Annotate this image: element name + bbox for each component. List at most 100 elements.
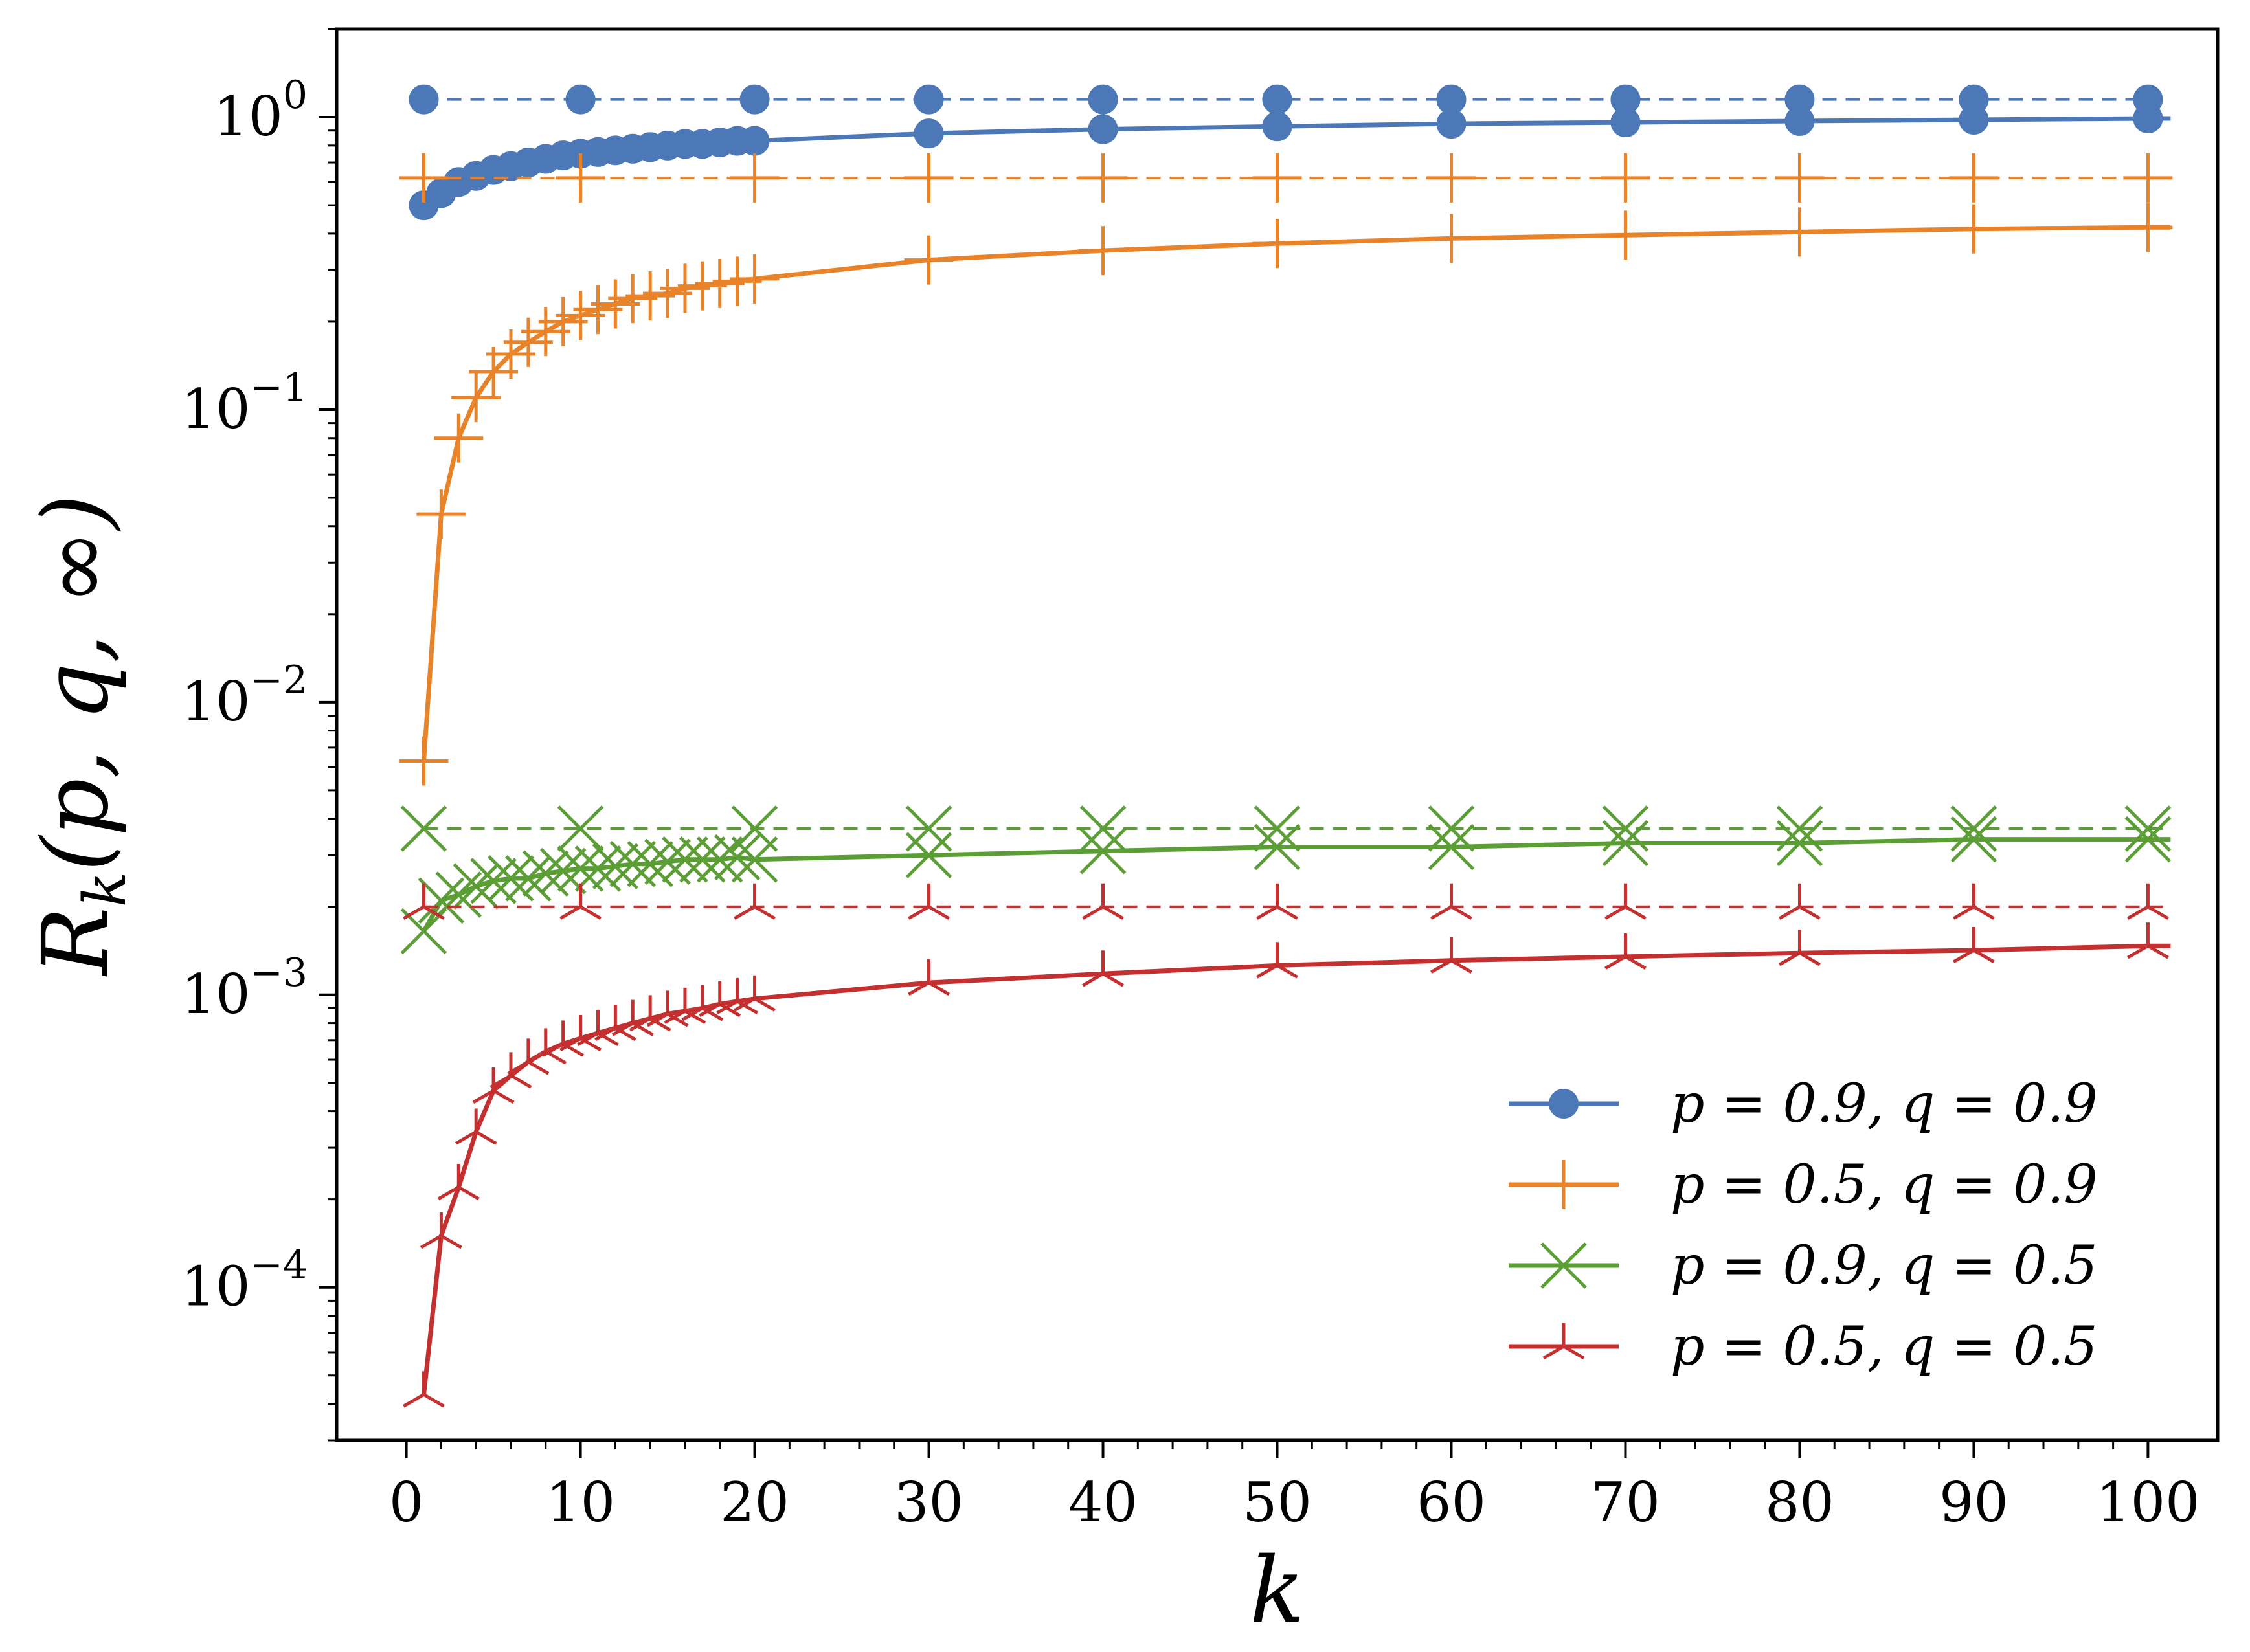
- legend-item-1: p = 0.5, q = 0.9: [1509, 1154, 2098, 1216]
- limit-point: [1779, 883, 1821, 920]
- limit-point: [1428, 805, 1475, 852]
- data-point: [403, 1371, 445, 1408]
- data-point: [1426, 214, 1476, 263]
- x-tick-label: 0: [389, 1471, 423, 1534]
- limit-point: [559, 883, 602, 920]
- data-point: [1088, 114, 1118, 144]
- data-point: [1953, 926, 1995, 964]
- y-tick-label: 10−3: [181, 950, 308, 1026]
- x-tick-label: 70: [1591, 1471, 1660, 1534]
- legend-item-3: p = 0.5, q = 0.5: [1509, 1316, 2098, 1378]
- limit-point: [1604, 883, 1647, 920]
- limit-point: [403, 883, 445, 920]
- data-point: [2123, 203, 2173, 252]
- data-point: [609, 840, 657, 887]
- x-tick-label: 40: [1068, 1471, 1138, 1534]
- x-tick-label: 90: [1939, 1471, 2008, 1534]
- legend-item-2: p = 0.9, q = 0.5: [1509, 1235, 2098, 1297]
- limit-point: [1949, 153, 1999, 203]
- data-point: [539, 847, 587, 895]
- limit-point: [1950, 805, 1997, 852]
- data-point: [1256, 942, 1298, 979]
- data-point: [734, 975, 776, 1012]
- data-point: [489, 1052, 532, 1089]
- series-2: [400, 805, 2172, 955]
- data-point: [644, 838, 691, 886]
- axes-layer: 0 10 20 30 40 50 60 70 80 90 100 10−4 10−3 10−2 10−1 10…: [181, 28, 2200, 1534]
- data-point: [1779, 930, 1821, 966]
- x-tick-label: 80: [1765, 1471, 1834, 1534]
- limit-point: [1252, 153, 1302, 203]
- data-point: [1254, 823, 1301, 871]
- series-layer: [399, 84, 2173, 1408]
- limit-point: [734, 883, 776, 920]
- x-tick-label: 60: [1417, 1471, 1486, 1534]
- x-tick-label: 20: [720, 1471, 789, 1534]
- data-point: [557, 845, 604, 892]
- y-tick-label: 10−1: [181, 365, 308, 441]
- data-point: [1082, 950, 1124, 987]
- data-point: [2133, 104, 2163, 134]
- y-axis-title: Rk(p, q, ∞): [23, 494, 139, 977]
- limit-point: [2124, 805, 2172, 852]
- legend-label: p = 0.5, q = 0.9: [1671, 1154, 2098, 1216]
- data-point: [664, 987, 706, 1025]
- limit-point: [1775, 153, 1825, 203]
- limit-point: [1262, 84, 1292, 115]
- data-point: [2124, 816, 2172, 863]
- limit-point: [905, 805, 952, 852]
- data-point: [418, 877, 465, 924]
- legend-marker: [1539, 1160, 1588, 1209]
- data-point: [696, 836, 743, 883]
- data-point: [1950, 816, 1997, 863]
- data-point: [1252, 219, 1302, 269]
- data-point: [1604, 933, 1647, 970]
- data-point: [908, 959, 950, 996]
- data-point: [1776, 820, 1823, 867]
- limit-point: [730, 153, 780, 203]
- y-tick-label: 10−4: [181, 1243, 308, 1319]
- data-point: [453, 863, 499, 910]
- data-point: [716, 977, 759, 1015]
- data-point: [904, 235, 954, 285]
- legend-item-0: p = 0.9, q = 0.9: [1509, 1073, 2098, 1135]
- data-point: [714, 834, 761, 881]
- data-point: [679, 836, 726, 883]
- y-axis-title-sub: k: [71, 872, 139, 908]
- data-point: [1775, 207, 1825, 257]
- limit-point: [1082, 883, 1124, 920]
- data-point: [1430, 937, 1472, 974]
- data-point: [1601, 210, 1650, 260]
- series-0: [409, 84, 2171, 221]
- data-point: [507, 1038, 550, 1075]
- y-tick-label: 100: [214, 73, 308, 148]
- limit-point: [1079, 805, 1127, 852]
- limit-point: [409, 84, 439, 115]
- limit-point: [904, 153, 954, 203]
- limit-point: [2126, 883, 2169, 920]
- legend-marker: [1540, 1242, 1587, 1289]
- x-tick-label: 100: [2096, 1471, 2199, 1534]
- limit-point: [1601, 153, 1650, 203]
- data-point: [1079, 827, 1127, 875]
- data-point: [1262, 111, 1292, 142]
- data-point: [435, 871, 482, 918]
- legend: p = 0.9, q = 0.9 p = 0.5, q = 0.9 p = 0.9,…: [1509, 1073, 2098, 1378]
- data-point: [662, 836, 708, 883]
- limit-point: [908, 883, 950, 920]
- y-tick-label: 10−2: [181, 658, 308, 733]
- data-point: [730, 254, 780, 304]
- limit-point: [565, 84, 596, 115]
- legend-label: p = 0.5, q = 0.5: [1671, 1316, 2098, 1378]
- legend-label: p = 0.9, q = 0.9: [1671, 1073, 2098, 1135]
- data-point: [416, 489, 466, 539]
- data-point: [646, 990, 689, 1027]
- x-tick-label: 50: [1243, 1471, 1312, 1534]
- data-point: [1428, 823, 1475, 871]
- limit-point: [2123, 153, 2173, 203]
- data-point: [1784, 106, 1815, 137]
- data-point: [420, 1212, 462, 1249]
- data-point: [455, 1108, 497, 1145]
